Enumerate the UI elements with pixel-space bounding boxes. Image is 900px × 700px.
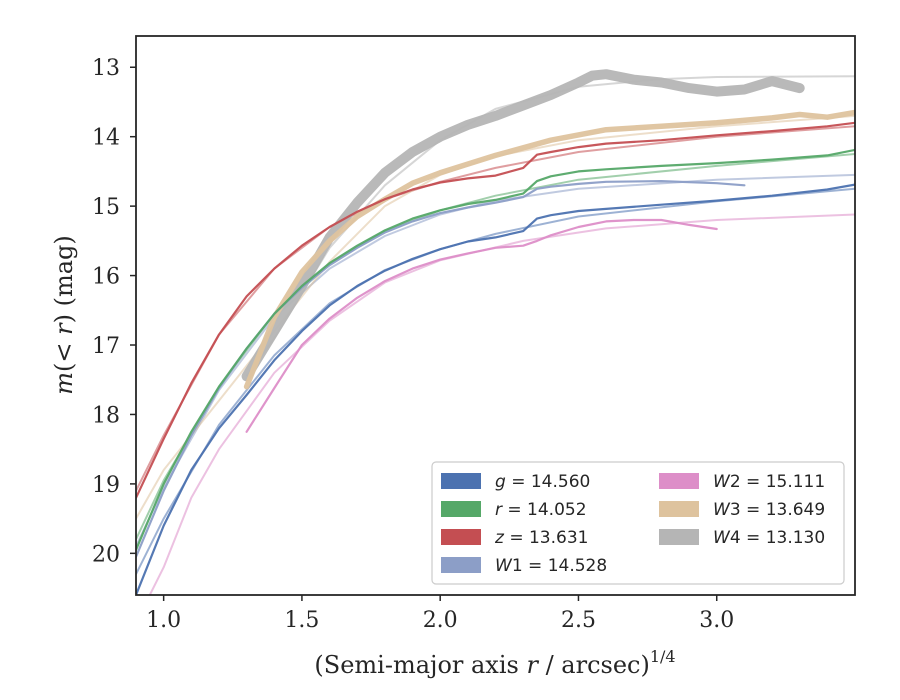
legend-swatch-w3 <box>659 501 699 517</box>
x-axis-label: (Semi-major axis r / arcsec)1/4 <box>314 647 675 679</box>
x-tick-label: 3.0 <box>699 608 734 633</box>
x-axis: 1.0 1.5 2.0 2.5 3.0 <box>146 595 734 633</box>
series-line-z <box>136 121 855 499</box>
y-tick-label: 20 <box>92 542 120 567</box>
legend-label-w4: W4 = 13.130 <box>713 528 825 548</box>
y-tick-label: 17 <box>92 334 120 359</box>
plot-area <box>136 69 855 595</box>
legend-label-w3: W3 = 13.649 <box>713 500 825 520</box>
series-line-w4 <box>241 69 805 382</box>
x-tick-label: 2.5 <box>561 608 596 633</box>
x-tick-label: 1.5 <box>284 608 319 633</box>
legend-swatch-w2 <box>659 473 699 489</box>
y-tick-label: 14 <box>92 126 120 151</box>
y-axis-label: m(< r) (mag) <box>50 235 78 395</box>
x-tick-label: 1.0 <box>146 608 181 633</box>
legend-box <box>431 461 845 585</box>
y-tick-label: 13 <box>92 56 120 81</box>
legend-swatch-w4 <box>659 529 699 545</box>
legend-label-r: r = 14.052 <box>495 500 587 520</box>
legend-label-z: z = 13.631 <box>494 528 588 548</box>
legend-swatch-z <box>441 529 481 545</box>
model-curve-z <box>136 125 855 492</box>
legend-swatch-g <box>441 473 481 489</box>
legend-label-w2: W2 = 15.111 <box>713 472 825 492</box>
legend: g = 14.560 r = 14.052 z = 13.631 W1 = 14.52… <box>431 461 845 585</box>
legend-swatch-w1 <box>441 557 481 573</box>
plot-frame <box>135 35 856 596</box>
series-line-w3 <box>243 109 855 390</box>
model-curve-w2 <box>148 213 855 595</box>
y-tick-label: 16 <box>92 265 120 290</box>
y-tick-label: 18 <box>92 403 120 428</box>
y-tick-label: 15 <box>92 195 120 220</box>
x-tick-label: 2.0 <box>423 608 458 633</box>
series-line-r <box>136 148 855 551</box>
y-axis: 13 14 15 16 17 18 19 20 <box>92 56 136 567</box>
legend-label-g: g = 14.560 <box>495 472 590 492</box>
y-tick-label: 19 <box>92 473 120 498</box>
series-line-w2 <box>245 218 718 433</box>
legend-label-w1: W1 = 14.528 <box>495 556 607 576</box>
series-line-g <box>136 183 855 595</box>
legend-swatch-r <box>441 501 481 517</box>
